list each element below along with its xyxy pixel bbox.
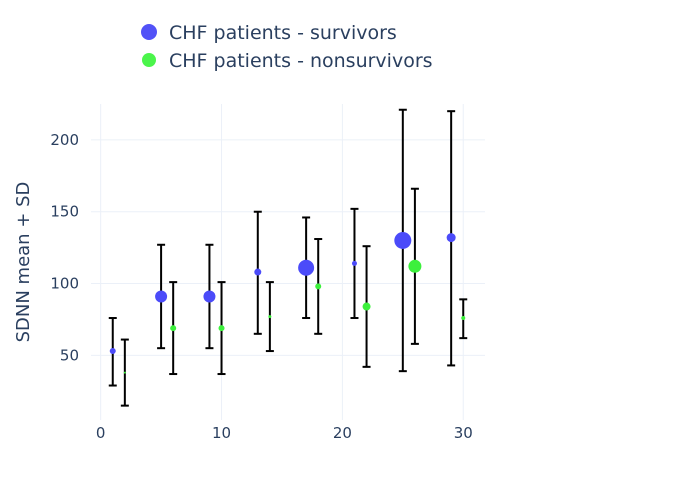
grid — [91, 104, 485, 420]
y-tick-label: 200 — [50, 131, 79, 149]
x-tick-label: 10 — [212, 424, 231, 442]
legend-label-survivors: CHF patients - survivors — [169, 22, 397, 44]
marker-survivors — [155, 290, 168, 303]
x-tick-label: 20 — [333, 424, 352, 442]
marker-nonsurvivors — [408, 259, 422, 273]
x-axis: 0 10 20 30 — [96, 424, 473, 442]
y-tick-label: 150 — [50, 203, 79, 221]
marker-nonsurvivors — [218, 325, 225, 332]
y-axis-title: SDNN mean + SD — [13, 182, 34, 343]
marker-survivors — [298, 259, 315, 276]
marker-nonsurvivors — [123, 371, 126, 374]
marker-survivors — [203, 290, 216, 303]
marker-nonsurvivors — [461, 316, 466, 321]
y-tick-label: 50 — [60, 346, 79, 364]
y-tick-label: 100 — [50, 275, 79, 293]
legend-marker-nonsurvivors — [142, 53, 156, 67]
legend-item-survivors[interactable]: CHF patients - survivors — [141, 22, 397, 44]
marker-survivors — [351, 260, 357, 266]
x-tick-label: 30 — [454, 424, 473, 442]
marker-survivors — [394, 231, 412, 249]
error-bars — [108, 108, 468, 407]
marker-nonsurvivors — [268, 315, 272, 319]
x-tick-label: 0 — [96, 424, 106, 442]
marker-survivors — [254, 268, 262, 276]
marker-survivors — [446, 233, 456, 243]
marker-nonsurvivors — [362, 302, 371, 311]
marker-nonsurvivors — [170, 325, 177, 332]
data-markers — [109, 231, 466, 374]
marker-survivors — [109, 348, 116, 355]
legend: CHF patients - survivors CHF patients - … — [141, 22, 433, 72]
legend-marker-survivors — [141, 24, 157, 40]
marker-nonsurvivors — [315, 283, 322, 290]
y-axis: 50 100 150 200 — [50, 131, 79, 364]
legend-item-nonsurvivors[interactable]: CHF patients - nonsurvivors — [142, 50, 433, 72]
legend-label-nonsurvivors: CHF patients - nonsurvivors — [169, 50, 433, 72]
